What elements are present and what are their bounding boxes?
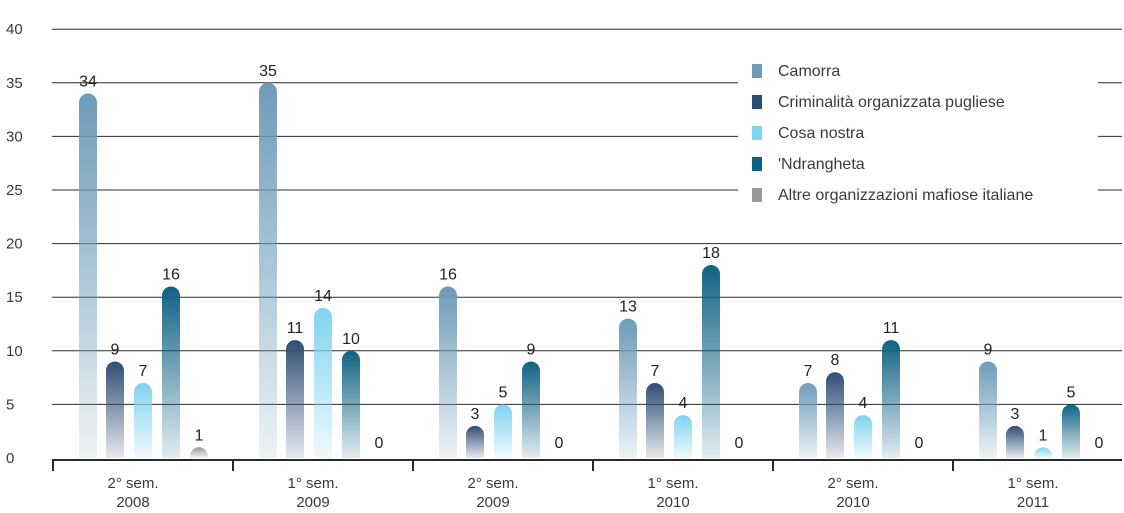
bar: [619, 318, 637, 458]
y-tick-label: 30: [6, 128, 23, 145]
legend-label: Cosa nostra: [778, 125, 864, 142]
bar: [1034, 447, 1052, 458]
y-tick-label: 5: [6, 396, 14, 413]
x-tick-label: 2011: [1017, 494, 1049, 511]
y-tick-label: 15: [6, 289, 23, 306]
x-tick-label: 2009: [296, 494, 329, 511]
bar: [799, 382, 817, 458]
bars: [79, 82, 1080, 459]
legend: Camorra Criminalità organizzata pugliese C…: [738, 52, 1098, 214]
gridlines: [52, 28, 1122, 405]
data-label: 3: [1011, 406, 1020, 423]
data-label: 0: [555, 435, 564, 452]
data-label: 4: [859, 395, 868, 412]
y-tick-label: 0: [6, 450, 14, 467]
bar: [79, 93, 97, 459]
legend-swatch: [752, 126, 762, 140]
bar: [702, 265, 720, 458]
x-tick-label: 2009: [476, 494, 509, 511]
data-label: 0: [735, 435, 744, 452]
bar: [646, 382, 664, 458]
data-label: 0: [915, 435, 924, 452]
data-label: 1: [1039, 427, 1048, 444]
bar: [674, 415, 692, 458]
data-label: 16: [439, 266, 457, 283]
bar: [522, 361, 540, 458]
x-tick-label: 2° sem.: [467, 475, 518, 492]
bar: [1062, 404, 1080, 458]
bar: [190, 447, 208, 458]
y-tick-label: 40: [6, 21, 23, 38]
bar: [342, 350, 360, 458]
x-tick-label: 2010: [836, 494, 869, 511]
bar: [854, 415, 872, 458]
data-label: 14: [314, 288, 332, 305]
y-axis-ticks: 0 5 10 15 20 25 30 35 40: [6, 21, 23, 467]
y-tick-label: 35: [6, 75, 23, 92]
y-tick-label: 20: [6, 236, 23, 253]
legend-background: [738, 52, 1098, 214]
x-tick-label: 1° sem.: [1007, 475, 1058, 492]
y-tick-label: 10: [6, 343, 23, 360]
data-label: 16: [162, 266, 180, 283]
legend-label: Altre organizzazioni mafiose italiane: [778, 187, 1033, 204]
data-label: 7: [804, 363, 813, 380]
data-label: 7: [651, 363, 660, 380]
data-label: 9: [984, 342, 993, 359]
x-axis: 2° sem. 2008 1° sem. 2009 2° sem. 2009 1° sem.…: [52, 459, 1122, 511]
x-tick-label: 2010: [656, 494, 689, 511]
x-tick-label: 2008: [116, 494, 149, 511]
bar: [882, 340, 900, 458]
data-label: 18: [702, 245, 720, 262]
legend-label: 'Ndrangheta: [778, 156, 865, 173]
data-label: 10: [342, 331, 360, 348]
data-label: 13: [619, 299, 637, 316]
data-label: 35: [259, 63, 277, 80]
bar: [259, 82, 277, 459]
data-label: 9: [111, 342, 120, 359]
y-tick-label: 25: [6, 182, 23, 199]
data-label: 5: [499, 384, 508, 401]
data-label: 0: [1095, 435, 1104, 452]
data-label: 8: [831, 352, 840, 369]
bar: [979, 361, 997, 458]
legend-swatch: [752, 95, 762, 109]
legend-swatch: [752, 64, 762, 78]
data-label: 3: [471, 406, 480, 423]
legend-label: Camorra: [778, 63, 840, 80]
data-label: 9: [527, 342, 536, 359]
bar: [106, 361, 124, 458]
data-label: 5: [1067, 384, 1076, 401]
data-label: 1: [195, 427, 204, 444]
data-label: 11: [287, 320, 304, 337]
data-label: 4: [679, 395, 688, 412]
bar: [134, 382, 152, 458]
x-tick-label: 2° sem.: [827, 475, 878, 492]
data-label: 34: [79, 74, 97, 91]
data-label: 0: [375, 435, 384, 452]
bar: [314, 307, 332, 458]
bar: [439, 286, 457, 458]
x-tick-label: 1° sem.: [287, 475, 338, 492]
x-tick-label: 2° sem.: [107, 475, 158, 492]
bar: [466, 425, 484, 458]
data-label: 11: [883, 320, 900, 337]
bar: [494, 404, 512, 458]
legend-swatch: [752, 157, 762, 171]
data-label: 7: [139, 363, 148, 380]
bar: [286, 340, 304, 458]
bar: [162, 286, 180, 458]
legend-swatch: [752, 188, 762, 202]
bar: [826, 372, 844, 458]
x-tick-label: 1° sem.: [647, 475, 698, 492]
legend-label: Criminalità organizzata pugliese: [778, 94, 1005, 111]
bar: [1006, 425, 1024, 458]
